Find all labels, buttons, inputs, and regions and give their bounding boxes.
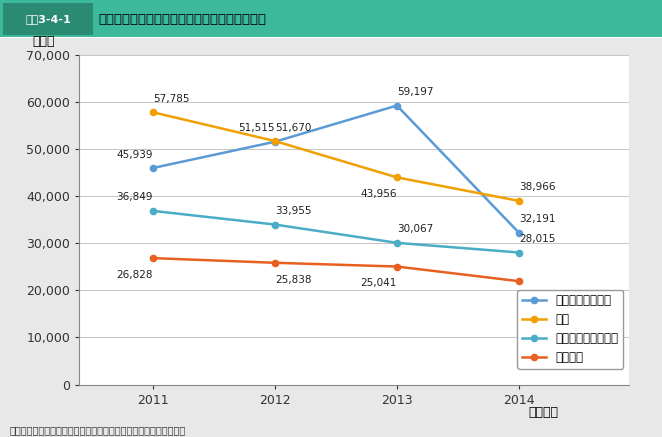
Text: 36,849: 36,849 xyxy=(117,192,153,202)
Line: 労働条件の引き下げ: 労働条件の引き下げ xyxy=(150,208,522,256)
Text: 51,670: 51,670 xyxy=(275,122,311,132)
Text: 45,939: 45,939 xyxy=(117,149,153,160)
Line: いじめ・嫌がらせ: いじめ・嫌がらせ xyxy=(150,102,522,236)
いじめ・嫌がらせ xyxy=(393,103,401,108)
いじめ・嫌がらせ xyxy=(515,230,523,236)
労働条件の引き下げ xyxy=(393,240,401,246)
いじめ・嫌がらせ xyxy=(271,139,279,144)
Text: 43,956: 43,956 xyxy=(360,189,397,199)
退職勧奪 xyxy=(393,264,401,269)
Text: 32,191: 32,191 xyxy=(519,214,555,224)
Line: 退職勧奪: 退職勧奪 xyxy=(150,255,522,284)
Text: 民事上の個別労働紛争の相談内容の件数の推移: 民事上の個別労働紛争の相談内容の件数の推移 xyxy=(98,13,266,26)
Line: 解雇: 解雇 xyxy=(150,109,522,204)
Text: 26,828: 26,828 xyxy=(117,270,153,280)
解雇 xyxy=(271,139,279,144)
Text: 30,067: 30,067 xyxy=(397,224,433,234)
退職勧奪 xyxy=(149,256,157,261)
Text: 38,966: 38,966 xyxy=(519,182,555,192)
Text: （年度）: （年度） xyxy=(529,406,559,419)
Bar xyxy=(3,3,93,35)
労働条件の引き下げ xyxy=(515,250,523,255)
解雇 xyxy=(393,175,401,180)
Legend: いじめ・嫌がらせ, 解雇, 労働条件の引き下げ, 退職勧奪: いじめ・嫌がらせ, 解雇, 労働条件の引き下げ, 退職勧奪 xyxy=(518,290,623,369)
退職勧奪 xyxy=(271,260,279,265)
Text: 図表3-4-1: 図表3-4-1 xyxy=(25,14,71,24)
Text: 25,041: 25,041 xyxy=(361,278,397,288)
解雇 xyxy=(515,198,523,204)
Text: 資料：厘生労働省「平成２６年度個別労働紛争解決制度施行状況」: 資料：厘生労働省「平成２６年度個別労働紛争解決制度施行状況」 xyxy=(10,425,186,435)
労働条件の引き下げ xyxy=(149,208,157,214)
いじめ・嫌がらせ xyxy=(149,166,157,171)
Text: 25,838: 25,838 xyxy=(275,274,311,284)
Text: 51,515: 51,515 xyxy=(238,123,275,133)
Text: （件）: （件） xyxy=(32,35,55,48)
Text: 21,928: 21,928 xyxy=(519,293,555,303)
退職勧奪 xyxy=(515,278,523,284)
Text: 57,785: 57,785 xyxy=(153,94,189,104)
Text: 59,197: 59,197 xyxy=(397,87,434,97)
解雇 xyxy=(149,110,157,115)
労働条件の引き下げ xyxy=(271,222,279,227)
Text: 28,015: 28,015 xyxy=(519,234,555,244)
Text: 33,955: 33,955 xyxy=(275,206,311,216)
